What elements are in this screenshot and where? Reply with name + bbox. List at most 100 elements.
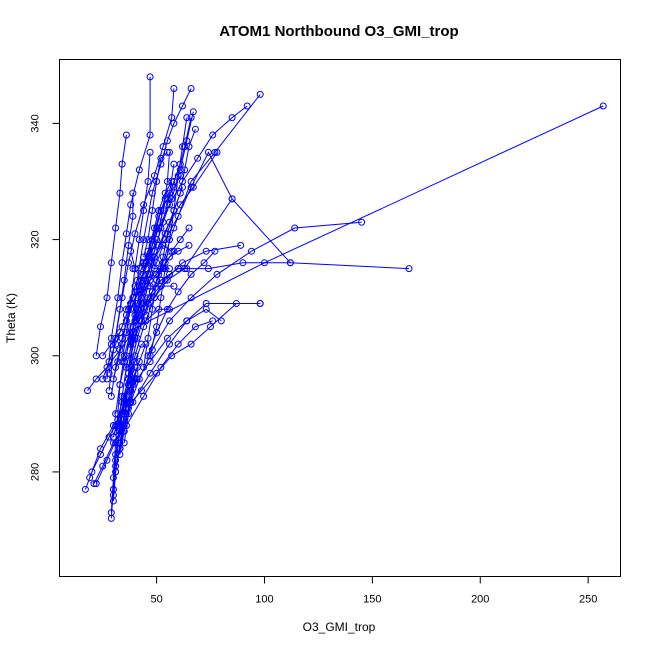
data-point <box>170 183 178 191</box>
data-point <box>183 265 191 273</box>
data-point <box>237 241 245 249</box>
data-point <box>148 207 156 214</box>
data-point <box>187 294 195 302</box>
data-point <box>125 241 132 249</box>
data-point <box>166 148 173 156</box>
data-point <box>114 416 122 424</box>
data-point <box>185 241 193 249</box>
data-point <box>187 183 195 191</box>
data-point <box>243 102 251 110</box>
data-point <box>114 294 122 302</box>
series-9-line <box>93 320 213 484</box>
data-point <box>358 218 366 226</box>
data-point <box>138 340 145 348</box>
data-point <box>174 340 182 348</box>
data-point <box>140 270 148 278</box>
data-point <box>144 300 152 307</box>
data-point <box>81 485 89 493</box>
data-point <box>166 317 173 325</box>
data-point <box>228 195 236 203</box>
data-point <box>118 323 126 331</box>
data-point <box>207 323 214 331</box>
data-point <box>159 241 167 249</box>
y-tick-label-340: 340 <box>30 114 42 132</box>
data-point <box>144 178 152 185</box>
data-point <box>122 422 130 429</box>
series-20-line <box>121 152 151 362</box>
data-point <box>88 468 96 476</box>
x-tick-label-50: 50 <box>150 594 162 606</box>
data-point <box>131 363 139 371</box>
data-point <box>170 160 178 168</box>
series-13-line <box>117 152 218 426</box>
data-point <box>232 300 240 307</box>
data-point <box>286 259 294 267</box>
data-point <box>170 282 178 290</box>
series-46-line <box>134 285 162 339</box>
data-point <box>122 311 130 319</box>
data-point <box>148 288 156 296</box>
data-point <box>599 102 607 110</box>
data-point <box>116 445 124 453</box>
series-16-line <box>95 134 127 356</box>
data-point <box>107 514 115 522</box>
series-28-line <box>132 262 170 270</box>
data-point <box>153 178 161 185</box>
data-point <box>131 230 139 238</box>
series-49-line <box>130 239 158 310</box>
x-tick-label-150: 150 <box>363 594 381 606</box>
series-49 <box>127 236 161 313</box>
series-46 <box>131 282 165 342</box>
y-tick-label-300: 300 <box>30 347 42 365</box>
data-point <box>150 224 158 232</box>
series-42 <box>112 375 139 470</box>
x-axis: 50 100 150 200 250 <box>150 576 597 606</box>
plot-frame <box>59 59 621 577</box>
data-point <box>176 172 184 180</box>
y-tick-label-320: 320 <box>30 230 42 248</box>
data-point <box>135 358 143 366</box>
data-point <box>146 276 154 284</box>
data-point <box>166 201 173 209</box>
data-point <box>181 143 189 151</box>
data-point <box>127 387 135 395</box>
series-10-line <box>95 308 222 484</box>
data-point <box>168 114 176 122</box>
data-point <box>146 131 154 139</box>
data-point <box>148 305 156 313</box>
data-point <box>99 352 107 360</box>
data-point <box>202 247 210 255</box>
data-point <box>112 427 120 435</box>
data-point <box>144 334 152 342</box>
series-27-line <box>147 250 216 356</box>
series-23-line <box>143 129 196 368</box>
data-point <box>131 334 139 342</box>
data-point <box>127 334 135 342</box>
series-35-line <box>156 244 190 281</box>
data-point <box>213 148 221 156</box>
data-point <box>157 282 165 290</box>
series-7-line <box>110 244 241 513</box>
data-point <box>217 317 225 325</box>
data-point <box>191 125 199 133</box>
data-point <box>161 189 169 197</box>
data-point <box>157 207 165 214</box>
series-44-line <box>112 367 136 438</box>
data-point <box>105 358 113 366</box>
data-point <box>163 178 171 185</box>
data-point <box>174 212 182 220</box>
data-point <box>170 85 178 92</box>
data-point <box>84 387 91 395</box>
data-point <box>166 340 173 348</box>
data-point <box>256 90 264 98</box>
data-point <box>187 85 195 92</box>
data-point <box>103 294 111 302</box>
series-layer <box>81 73 607 522</box>
data-point <box>135 166 143 174</box>
data-point <box>146 253 154 261</box>
data-point <box>122 363 130 371</box>
data-point <box>153 369 161 377</box>
data-point <box>157 154 165 162</box>
data-point <box>166 253 173 261</box>
